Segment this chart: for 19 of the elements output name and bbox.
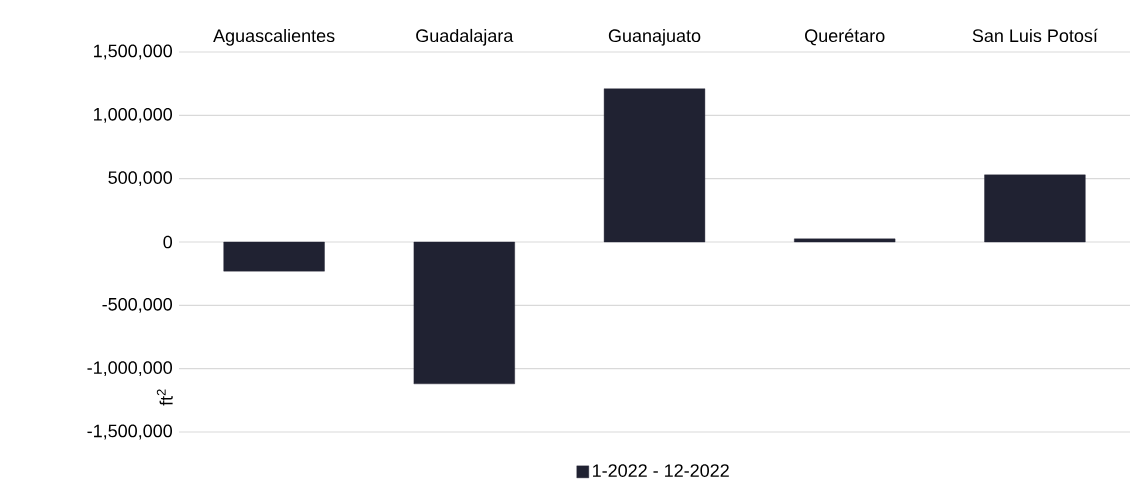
x-tick-label: San Luis Potosí bbox=[972, 28, 1098, 43]
y-tick-label: -500,000 bbox=[102, 297, 173, 313]
y-tick-label: 500,000 bbox=[108, 171, 173, 187]
y-tick-label: 1,500,000 bbox=[94, 44, 173, 60]
bar bbox=[413, 241, 515, 385]
x-tick-label: Querétaro bbox=[805, 28, 885, 46]
bar bbox=[984, 174, 1086, 243]
x-tick-label: Guadalajara bbox=[416, 28, 514, 46]
x-tick-label: Guanajuato bbox=[608, 28, 701, 46]
x-tick-label: Aguascalientes bbox=[213, 28, 335, 46]
bar bbox=[223, 241, 325, 272]
y-tick-label: -1,000,000 bbox=[87, 361, 173, 377]
y-axis-title: ft$^{2}$ bbox=[156, 389, 173, 406]
y-tick-label: 0 bbox=[163, 235, 173, 249]
legend-label: 1-2022 - 12-2022 bbox=[593, 464, 729, 477]
y-tick-label: 1,000,000 bbox=[94, 107, 173, 123]
bar bbox=[794, 238, 896, 243]
bar bbox=[603, 88, 706, 243]
y-tick-label: -1,500,000 bbox=[87, 424, 173, 440]
